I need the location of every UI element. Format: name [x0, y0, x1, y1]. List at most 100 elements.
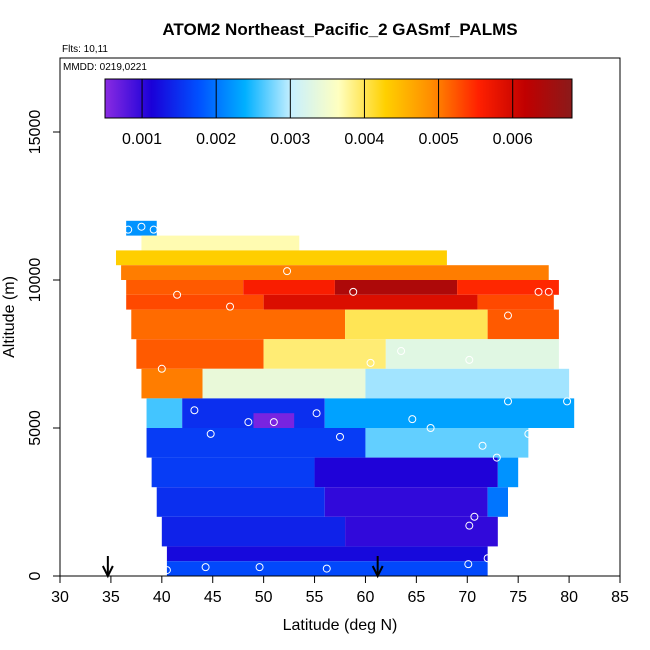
- heatmap-cell: [116, 250, 447, 266]
- colorbar-tick-label: 0.002: [196, 131, 236, 148]
- heatmap-cell: [126, 280, 244, 295]
- observation-point: [426, 424, 435, 432]
- observation-point: [504, 397, 512, 406]
- observation-point: [312, 409, 321, 418]
- colorbar: 0.001 0.002 0.003 0.004 0.005 0.006: [104, 78, 573, 148]
- heatmap-cell: [365, 428, 529, 458]
- observation-point: [524, 429, 533, 438]
- x-tick-label: 55: [306, 589, 324, 606]
- observation-point: [336, 432, 344, 441]
- heatmap-cell: [457, 280, 559, 295]
- x-axis: 30 35 40 45 50 55 60 65 70 75 80 85: [51, 575, 629, 606]
- x-tick-label: 70: [458, 589, 476, 606]
- heatmap-cell: [166, 546, 488, 562]
- observation-point: [124, 225, 133, 234]
- observation-point: [544, 287, 553, 296]
- colorbar-tick-label: 0.001: [122, 131, 162, 148]
- observation-point: [190, 406, 199, 415]
- observation-point: [137, 222, 146, 231]
- colorbar-tick-label: 0.006: [493, 131, 533, 148]
- x-tick-label: 80: [560, 589, 578, 606]
- plot-area: [59, 57, 621, 579]
- dates-label: MMDD: 0219,0221: [63, 62, 147, 73]
- colorbar-tick-label: 0.004: [344, 131, 384, 148]
- heatmap-cell: [324, 487, 488, 517]
- heatmap-cell: [151, 457, 315, 488]
- colorbar-ticks: 0.001 0.002 0.003 0.004 0.005 0.006: [122, 79, 533, 148]
- colorbar-gradient: [104, 78, 573, 119]
- observation-point: [322, 564, 331, 573]
- x-tick-label: 65: [407, 589, 425, 606]
- heatmap-cell: [253, 413, 295, 428]
- observation-point: [349, 287, 358, 296]
- observation-point: [483, 554, 492, 563]
- heatmap-cell: [345, 516, 498, 547]
- heatmap-cell: [365, 368, 570, 399]
- colorbar-tick-label: 0.005: [419, 131, 459, 148]
- observation-point: [244, 418, 253, 427]
- heatmap-cell: [385, 339, 559, 369]
- heatmap-cell: [146, 398, 183, 428]
- heatmap-cell: [136, 339, 264, 369]
- heatmap-cell: [263, 294, 478, 310]
- y-tick-label: 5000: [27, 410, 44, 446]
- heatmap-cell: [202, 368, 366, 399]
- heatmap-layer: [116, 220, 575, 576]
- observation-point: [283, 267, 292, 276]
- observation-point: [226, 302, 235, 311]
- heatmap-cell: [126, 220, 157, 236]
- x-tick-label: 35: [102, 589, 120, 606]
- colorbar-tick-label: 0.003: [270, 131, 310, 148]
- heatmap-cell: [487, 309, 559, 340]
- heatmap-cell: [324, 398, 575, 428]
- y-tick-label: 15000: [27, 110, 44, 155]
- heatmap-cell: [126, 294, 264, 310]
- heatmap-cell: [166, 561, 488, 576]
- heatmap-cell: [161, 516, 346, 547]
- heatmap-cell: [156, 487, 325, 517]
- observation-points-layer: [124, 222, 572, 575]
- heatmap-cell: [345, 309, 488, 340]
- y-tick-label: 10000: [27, 258, 44, 303]
- heatmap-cell: [121, 265, 549, 280]
- x-tick-label: 40: [153, 589, 171, 606]
- chart-title: ATOM2 Northeast_Pacific_2 GASmf_PALMS: [162, 20, 517, 39]
- observation-point: [504, 311, 512, 320]
- x-tick-label: 45: [204, 589, 222, 606]
- observation-point: [534, 287, 543, 296]
- x-tick-label: 75: [509, 589, 527, 606]
- observation-point: [201, 563, 210, 572]
- observation-point: [173, 290, 182, 299]
- heatmap-cell: [146, 428, 366, 458]
- observation-point: [470, 512, 479, 521]
- heatmap-cell: [243, 280, 335, 295]
- x-tick-label: 85: [611, 589, 629, 606]
- heatmap-cell: [314, 457, 498, 488]
- x-tick-label: 60: [357, 589, 375, 606]
- heatmap-cell: [487, 487, 508, 517]
- observation-point: [478, 441, 487, 450]
- observation-point: [465, 355, 474, 364]
- x-tick-label: 50: [255, 589, 273, 606]
- heatmap-cell: [141, 235, 300, 251]
- observation-point: [269, 418, 278, 427]
- observation-point: [255, 563, 264, 572]
- observation-point: [206, 429, 215, 438]
- observation-point: [162, 566, 171, 575]
- y-tick-label: 0: [27, 571, 44, 580]
- heatmap-cell: [477, 294, 554, 310]
- observation-point: [408, 415, 417, 424]
- heatmap-cell: [497, 457, 519, 488]
- heatmap-cell: [141, 368, 203, 399]
- observation-point: [563, 397, 572, 406]
- x-axis-label: Latitude (deg N): [283, 617, 398, 634]
- observation-point: [157, 364, 166, 373]
- observation-point: [492, 453, 501, 462]
- observation-point: [465, 521, 474, 530]
- observation-point: [366, 358, 375, 367]
- observation-point: [464, 560, 473, 569]
- y-axis: 0 5000 10000 15000: [27, 58, 61, 580]
- heatmap-cell: [131, 309, 346, 340]
- observation-point: [149, 225, 158, 234]
